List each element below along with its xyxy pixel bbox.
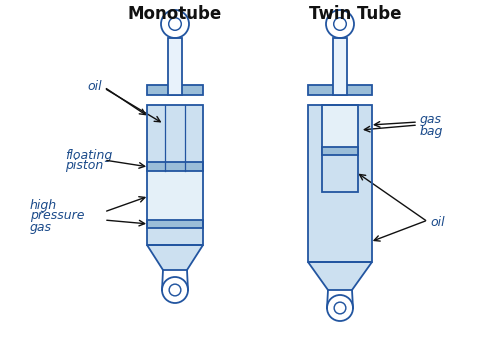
Text: Twin Tube: Twin Tube: [309, 5, 401, 23]
Bar: [168, 38, 182, 95]
Text: oil: oil: [88, 81, 102, 94]
Text: bag: bag: [420, 124, 444, 137]
Bar: [147, 171, 203, 220]
Polygon shape: [308, 262, 372, 290]
Text: gas: gas: [420, 114, 442, 126]
Bar: [322, 105, 358, 147]
Text: floating: floating: [65, 149, 112, 162]
Bar: [333, 38, 347, 95]
Bar: [147, 228, 203, 245]
Text: piston: piston: [65, 159, 104, 172]
Bar: [147, 162, 203, 171]
Bar: [308, 105, 372, 262]
Text: high: high: [30, 199, 57, 211]
Bar: [322, 105, 358, 192]
Bar: [147, 220, 203, 228]
Bar: [147, 85, 203, 95]
Bar: [308, 105, 372, 262]
Text: Monotube: Monotube: [128, 5, 222, 23]
Bar: [147, 105, 203, 245]
Bar: [322, 147, 358, 155]
Bar: [322, 155, 358, 192]
Bar: [308, 85, 372, 95]
Text: gas: gas: [30, 221, 52, 234]
Bar: [147, 105, 203, 162]
Polygon shape: [147, 245, 203, 270]
Text: pressure: pressure: [30, 209, 84, 222]
Text: oil: oil: [430, 216, 444, 228]
